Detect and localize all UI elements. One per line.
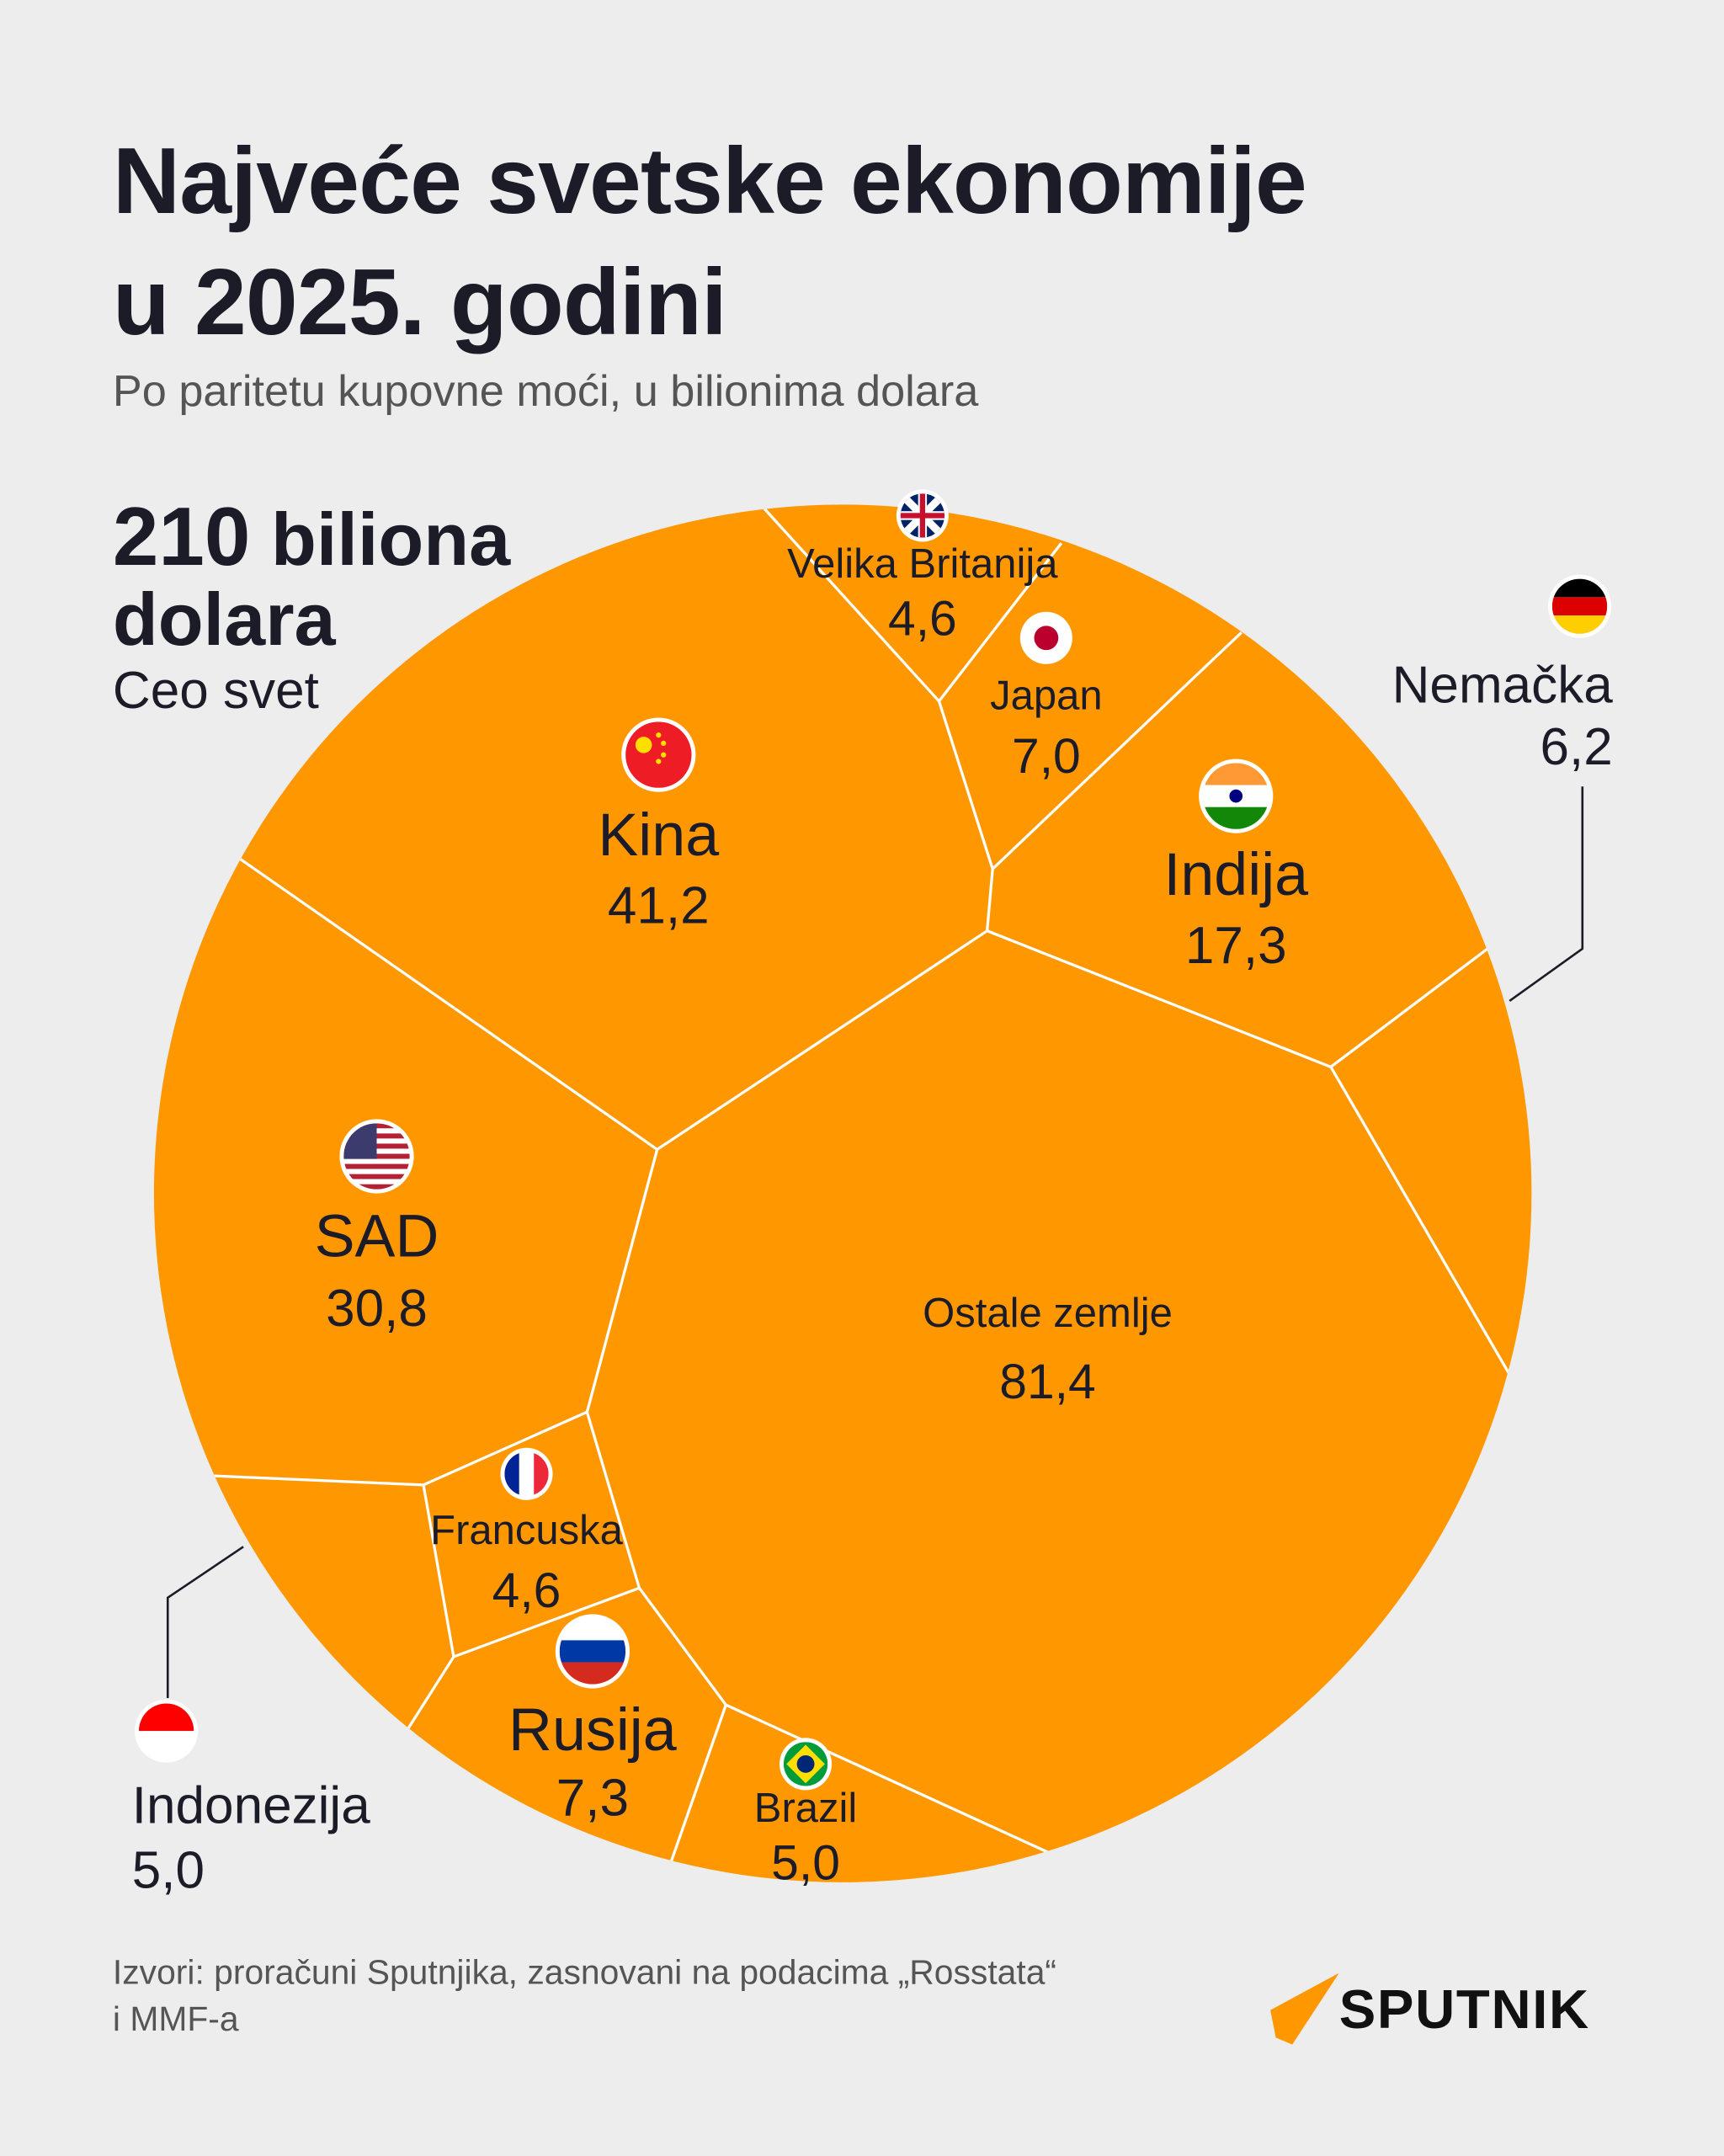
cell-border: [199, 1473, 424, 1487]
label-sad: SAD: [314, 1203, 439, 1271]
value-francuska: 4,6: [492, 1562, 561, 1619]
source-line-2: i MMF-a: [112, 2000, 239, 2040]
svg-text:SPUTNIK: SPUTNIK: [1339, 1978, 1590, 2040]
label-rusija: Rusija: [508, 1696, 677, 1765]
india-flag-icon: [1203, 763, 1269, 829]
sputnik-logo-mark: SPUTNIK: [1270, 1972, 1590, 2045]
label-ostale-zemlje: Ostale zemlje: [923, 1291, 1173, 1337]
brazil-flag-icon: [783, 1742, 828, 1786]
value-rusija: 7,3: [556, 1770, 630, 1829]
cell-border: [663, 1704, 727, 1879]
sputnik-logo: SPUTNIK: [1268, 1969, 1626, 2058]
total-unit: biliona: [270, 498, 511, 582]
japan-flag-icon: [1024, 615, 1068, 660]
title-line-2: u 2025. godini: [112, 250, 727, 355]
cell-border: [987, 929, 1332, 1068]
cell-border: [986, 869, 994, 931]
cell-border: [422, 1484, 455, 1658]
cell-border: [585, 1148, 659, 1413]
cell-border: [585, 1411, 641, 1589]
russia-flag-icon: [559, 1618, 626, 1685]
label-velika-britanija: Velika Britanija: [787, 541, 1058, 588]
label-japan: Japan: [990, 673, 1103, 720]
world-total: 210 biliona dolara: [112, 496, 511, 662]
indonesia-leader-line: [166, 1546, 244, 1699]
value-brazil: 5,0: [771, 1834, 840, 1891]
value-japan: 7,0: [1011, 727, 1081, 784]
source-note: Izvori: proračuni Sputnjika, zasnovani n…: [113, 1950, 1213, 2043]
cell-border: [763, 508, 940, 703]
total-number: 210: [112, 491, 251, 583]
value-velika-britanija: 4,6: [888, 589, 957, 647]
cell-border: [725, 1703, 1067, 1862]
title-line-1: Najveće svetske ekonomije: [112, 129, 1307, 234]
indonesia-flag-icon: [138, 1703, 194, 1759]
cell-border: [453, 1586, 641, 1658]
value-ostale-zemlje: 81,4: [999, 1353, 1096, 1410]
total-unit-2: dolara: [112, 578, 336, 662]
cell-border: [992, 631, 1242, 870]
value-sad: 30,8: [326, 1280, 428, 1339]
germany-leader-line: [1508, 786, 1584, 1003]
france-flag-icon: [504, 1451, 549, 1496]
cell-border: [423, 1410, 588, 1487]
china-flag-icon: [625, 721, 692, 788]
label-indonezija: Indonezija: [131, 1777, 370, 1836]
page-title: Najveće svetske ekonomije u 2025. godini: [112, 121, 1307, 363]
cell-border: [1329, 939, 1500, 1068]
label-nemacka: Nemačka: [1391, 657, 1613, 716]
value-indija: 17,3: [1184, 918, 1287, 976]
germany-flag-icon: [1551, 578, 1608, 634]
value-indonezija: 5,0: [131, 1842, 205, 1901]
label-francuska: Francuska: [430, 1508, 623, 1554]
value-nemacka: 6,2: [1540, 719, 1613, 777]
label-brazil: Brazil: [753, 1786, 858, 1832]
usa-flag-icon: [343, 1123, 410, 1190]
cell-border: [938, 542, 1063, 702]
cell-border: [656, 929, 988, 1151]
label-indija: Indija: [1163, 841, 1309, 909]
uk-flag-icon: [900, 493, 945, 538]
cell-border: [1329, 1066, 1519, 1390]
label-kina: Kina: [598, 801, 720, 870]
cell-border: [937, 700, 994, 870]
chart-circle: [153, 504, 1532, 1882]
value-kina: 41,2: [607, 877, 710, 936]
source-line-1: Izvori: proračuni Sputnjika, zasnovani n…: [112, 1953, 1057, 1993]
subtitle: Po paritetu kupovne moći, u bilionima do…: [112, 365, 979, 416]
total-scope: Ceo svet: [112, 663, 319, 721]
cell-border: [638, 1587, 727, 1706]
cell-border: [226, 848, 658, 1151]
